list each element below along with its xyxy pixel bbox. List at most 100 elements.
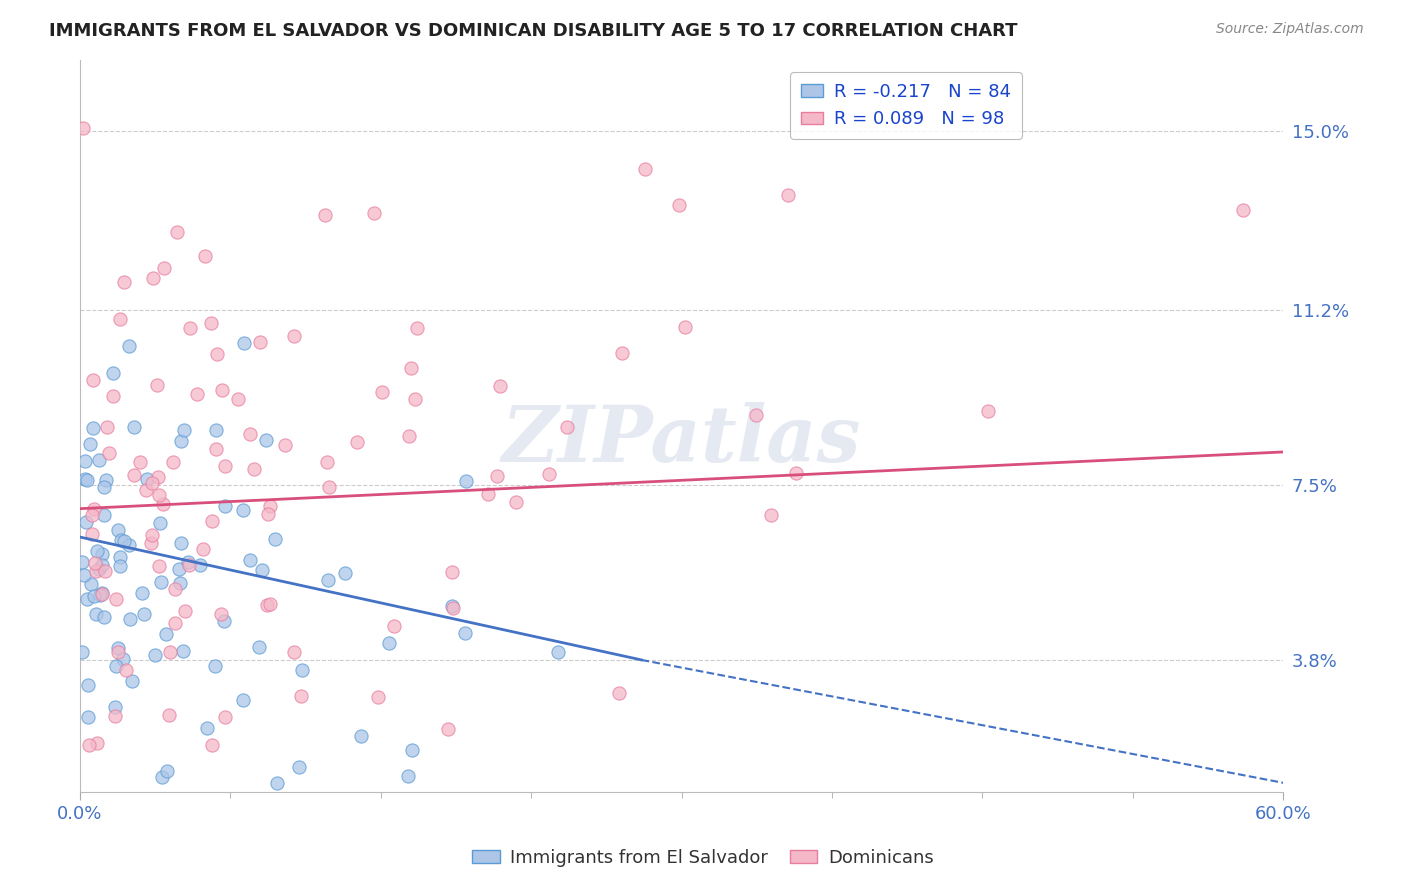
Point (86, 544, 108, 558)
Point (86, 737, 108, 751)
Point (75, 516, 97, 530)
Point (108, 311, 131, 326)
Point (547, 645, 569, 659)
Point (91, 547, 114, 561)
Point (333, 566, 356, 580)
Point (226, 392, 249, 407)
Point (107, 645, 129, 659)
Point (759, 508, 782, 522)
Point (778, 188, 800, 202)
Point (157, 708, 180, 723)
Point (440, 599, 463, 614)
Point (214, 499, 236, 513)
Point (1232, 203, 1254, 218)
Point (72, 120, 94, 135)
Point (121, 674, 143, 689)
Point (537, 467, 560, 481)
Point (80, 508, 103, 523)
Point (259, 597, 281, 611)
Point (205, 442, 228, 457)
Point (117, 339, 139, 353)
Point (454, 626, 477, 640)
Point (291, 663, 314, 677)
Text: Source: ZipAtlas.com: Source: ZipAtlas.com (1216, 22, 1364, 37)
Point (107, 523, 129, 537)
Point (101, 366, 124, 380)
Point (155, 626, 177, 640)
Point (76, 473, 98, 487)
Point (195, 722, 218, 736)
Point (256, 508, 278, 522)
Point (456, 474, 478, 488)
Point (93, 609, 115, 624)
Point (84, 564, 107, 578)
Point (70, 555, 93, 569)
Point (249, 334, 271, 349)
Point (238, 553, 260, 567)
Point (118, 538, 141, 552)
Point (77, 738, 100, 752)
Point (112, 652, 135, 666)
Point (555, 420, 578, 434)
Point (266, 776, 288, 790)
Point (233, 335, 256, 350)
Point (441, 601, 464, 615)
Point (122, 420, 145, 434)
Point (104, 700, 127, 714)
Point (346, 434, 368, 449)
Point (668, 198, 690, 212)
Point (80, 577, 103, 591)
Point (172, 644, 194, 658)
Point (256, 598, 278, 612)
Point (91, 586, 114, 600)
Point (398, 428, 420, 442)
Point (204, 659, 226, 673)
Point (401, 742, 423, 756)
Point (177, 558, 200, 572)
Point (152, 498, 174, 512)
Point (104, 709, 127, 723)
Point (363, 206, 385, 220)
Legend: Immigrants from El Salvador, Dominicans: Immigrants from El Salvador, Dominicans (465, 842, 941, 874)
Point (93, 479, 115, 493)
Point (103, 389, 125, 403)
Point (107, 640, 129, 655)
Point (129, 455, 152, 469)
Point (283, 329, 305, 343)
Point (318, 573, 340, 587)
Point (283, 645, 305, 659)
Point (173, 604, 195, 618)
Point (165, 582, 187, 596)
Point (367, 690, 389, 704)
Point (148, 516, 170, 530)
Point (91, 558, 114, 573)
Point (112, 275, 135, 289)
Point (82, 373, 104, 387)
Point (378, 636, 401, 650)
Point (83, 589, 105, 603)
Point (485, 468, 508, 483)
Point (77, 677, 100, 691)
Point (159, 645, 181, 659)
Point (288, 760, 311, 774)
Point (477, 487, 499, 501)
Point (350, 729, 373, 743)
Point (610, 346, 633, 360)
Point (977, 403, 1000, 417)
Point (191, 542, 214, 557)
Point (145, 378, 167, 392)
Point (149, 575, 172, 590)
Point (314, 208, 336, 222)
Point (77, 710, 100, 724)
Point (239, 427, 262, 442)
Point (169, 575, 191, 590)
Point (673, 320, 696, 334)
Point (179, 321, 201, 335)
Point (186, 387, 208, 401)
Point (97, 445, 120, 459)
Point (176, 555, 198, 569)
Point (404, 392, 426, 406)
Point (489, 379, 512, 393)
Point (250, 563, 273, 577)
Point (87, 453, 110, 467)
